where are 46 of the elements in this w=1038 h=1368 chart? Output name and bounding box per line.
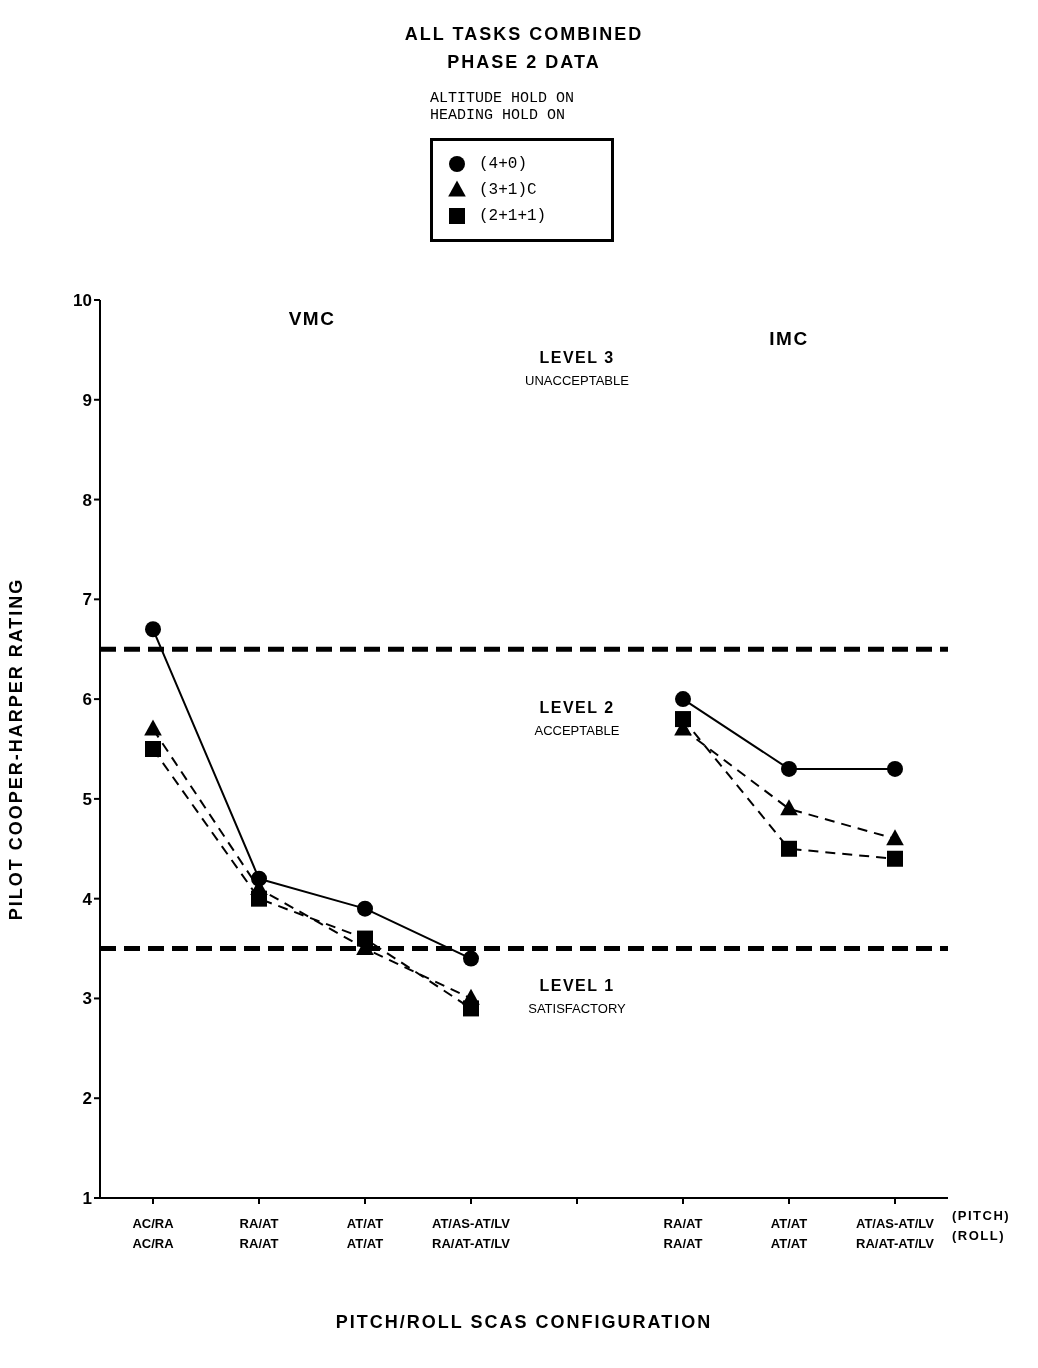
y-tick-label: 8	[82, 490, 92, 510]
y-tick-label: 9	[82, 390, 92, 410]
legend-title: ALTITUDE HOLD ON HEADING HOLD ON	[430, 90, 576, 124]
point	[462, 988, 480, 1005]
point	[780, 799, 798, 816]
y-tick-label: 2	[82, 1089, 92, 1109]
point	[145, 621, 161, 638]
y-tick-label: 1	[82, 1189, 92, 1209]
point	[781, 760, 797, 777]
point	[463, 950, 479, 967]
point	[675, 691, 691, 708]
point	[145, 741, 161, 757]
point	[887, 760, 903, 777]
annotation: LEVEL 2 ACCEPTABLE	[534, 699, 620, 738]
x-tick-label: AT/AT AT/AT	[770, 1216, 808, 1251]
point	[251, 870, 267, 887]
legend-label: (2+1+1)	[479, 207, 547, 225]
point	[144, 719, 162, 736]
annotation: LEVEL 3 UNACCEPTABLE	[525, 348, 630, 388]
legend-label: (3+1)C	[479, 181, 537, 199]
y-axis-title: PILOT COOPER-HARPER RATING	[6, 577, 27, 921]
annotation: LEVEL 1 SATISFACTORY	[528, 977, 627, 1017]
x-tick-label: AT/AS-AT/LV RA/AT-AT/LV	[856, 1216, 935, 1251]
y-tick-label: 6	[82, 690, 92, 710]
annotation: VMC	[288, 308, 336, 329]
y-tick-label: 7	[82, 590, 92, 610]
y-tick-label: 4	[82, 889, 93, 909]
text: (PITCH)	[952, 1208, 1011, 1223]
x-tick-label: AT/AS-AT/LV RA/AT-AT/LV	[432, 1216, 511, 1251]
x-tick-label: AT/AT AT/AT	[346, 1216, 384, 1251]
chart-subtitle: PHASE 2 DATA	[446, 52, 602, 73]
point	[886, 829, 904, 846]
y-tick-label: 5	[82, 789, 92, 809]
point	[781, 840, 797, 857]
legend-label: (4+0)	[479, 155, 528, 173]
x-axis-title: PITCH/ROLL SCAS CONFIGURATION	[335, 1312, 713, 1332]
y-tick-label: 10	[73, 291, 92, 311]
point	[887, 850, 903, 867]
x-tick-label: RA/AT RA/AT	[239, 1216, 279, 1251]
text: (ROLL)	[952, 1228, 1006, 1243]
point	[357, 900, 373, 917]
annotation: IMC	[769, 328, 809, 349]
x-tick-label: RA/AT RA/AT	[663, 1216, 703, 1251]
x-tick-label: AC/RA AC/RA	[132, 1216, 175, 1251]
y-tick-label: 3	[82, 989, 92, 1009]
chart-title: ALL TASKS COMBINED	[403, 24, 645, 45]
